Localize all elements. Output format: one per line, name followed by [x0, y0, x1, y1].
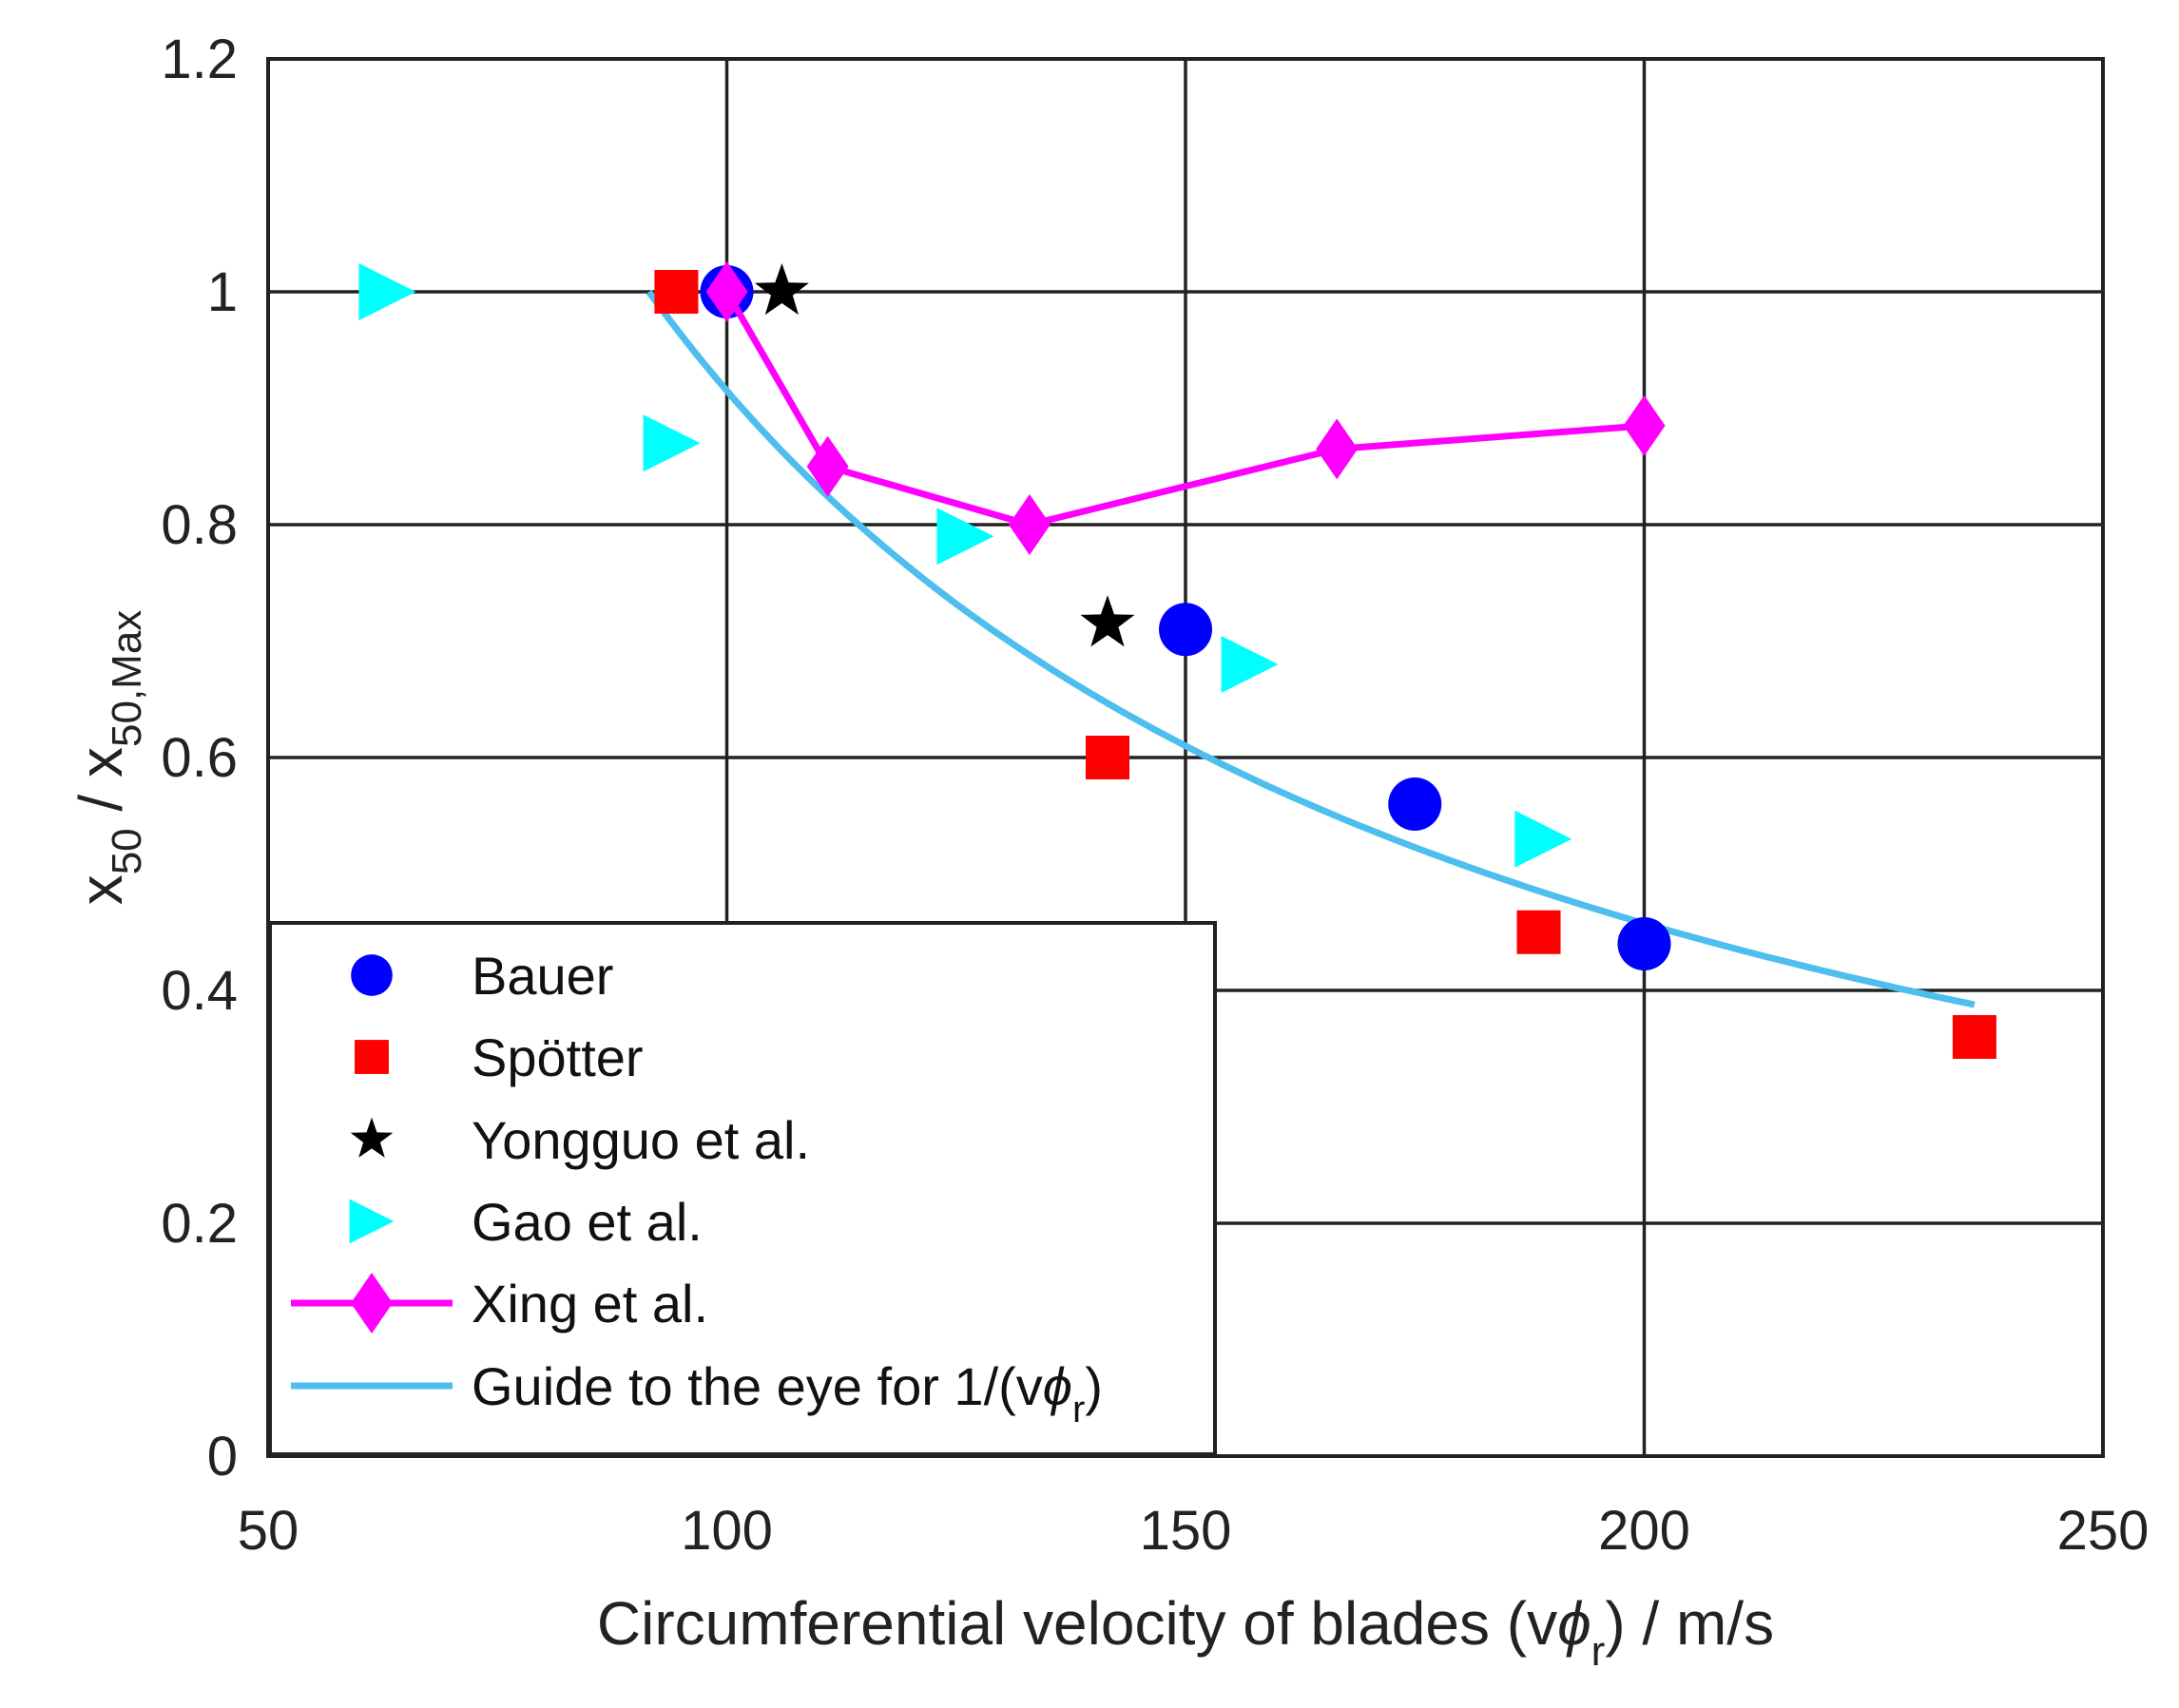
data-point-circle [1617, 917, 1671, 970]
data-point-triangle-right [1221, 636, 1279, 693]
data-point-circle [1388, 777, 1442, 831]
series-sp-tter [654, 270, 1996, 1059]
series-bauer [700, 265, 1671, 970]
data-point-square [1516, 910, 1561, 954]
data-point-diamond [1623, 394, 1666, 456]
data-point-diamond [1316, 418, 1359, 480]
y-tick-label: 0.8 [161, 494, 238, 556]
legend-label: Yongguo et al. [472, 1110, 810, 1170]
data-point-square [1952, 1015, 1996, 1059]
legend-marker-triangle-right [349, 1199, 395, 1244]
x-tick-labels: 50 100 150 200 250 [238, 1500, 2150, 1562]
y-tick-label: 0.6 [161, 727, 238, 789]
y-tick-label: 1 [207, 261, 238, 323]
x-tick-label: 50 [238, 1500, 299, 1562]
legend-entry: Xing et al. [291, 1273, 708, 1334]
data-point-triangle-right [1514, 810, 1572, 868]
guide-curve [646, 289, 1976, 1008]
legend-entries: Bauer Spötter Yongguo et al. Gao et al. Xing… [291, 946, 1103, 1430]
legend-label: Bauer [472, 946, 613, 1006]
data-point-star [754, 263, 809, 316]
legend-label: Guide to the eye for 1/(vϕr) [472, 1356, 1103, 1430]
series-xing-et-al [705, 261, 1666, 555]
y-tick-labels: 0 0.2 0.4 0.6 0.8 1 1.2 [161, 29, 238, 1487]
x-tick-label: 250 [2057, 1500, 2150, 1562]
series-gao-et-al [358, 263, 1572, 868]
legend-marker-star [350, 1117, 394, 1158]
y-tick-label: 0.2 [161, 1193, 238, 1255]
legend-entry: Bauer [351, 946, 613, 1006]
legend-marker-diamond [351, 1273, 393, 1334]
data-point-diamond [806, 435, 849, 497]
y-tick-label: 0.4 [161, 960, 238, 1022]
legend-entry: Yongguo et al. [350, 1110, 810, 1170]
y-tick-label: 1.2 [161, 29, 238, 90]
data-point-star [1080, 595, 1135, 647]
legend-marker-circle [351, 954, 393, 996]
legend-label: Gao et al. [472, 1192, 703, 1252]
legend: Bauer Spötter Yongguo et al. Gao et al. Xing… [268, 921, 1217, 1456]
x-tick-label: 200 [1598, 1500, 1690, 1562]
legend-box [268, 921, 1217, 1456]
data-point-diamond [1008, 494, 1051, 555]
series-yongguo-et-al [754, 263, 1135, 647]
data-point-circle [1159, 603, 1212, 657]
data-point-triangle-right [643, 414, 701, 472]
y-axis-title: x50 / x50,Max [67, 610, 150, 906]
legend-entry: Guide to the eye for 1/(vϕr) [291, 1356, 1103, 1430]
data-point-triangle-right [358, 263, 416, 320]
series-guide-to-the-eye-for-1-v-r [646, 289, 1976, 1008]
x-axis-title: Circumferential velocity of blades (vϕr)… [597, 1589, 1774, 1675]
y-tick-label: 0 [207, 1426, 238, 1487]
x-tick-label: 100 [681, 1500, 773, 1562]
legend-entry: Gao et al. [349, 1192, 703, 1252]
data-point-square [654, 270, 699, 314]
data-point-diamond [705, 261, 748, 322]
data-point-square [1085, 736, 1129, 779]
legend-marker-square [355, 1040, 389, 1074]
legend-label: Xing et al. [472, 1274, 708, 1334]
legend-entry: Spötter [355, 1027, 644, 1087]
x-tick-label: 150 [1140, 1500, 1232, 1562]
data-point-triangle-right [936, 508, 994, 566]
legend-label: Spötter [472, 1027, 644, 1087]
series-layer [358, 261, 1996, 1059]
